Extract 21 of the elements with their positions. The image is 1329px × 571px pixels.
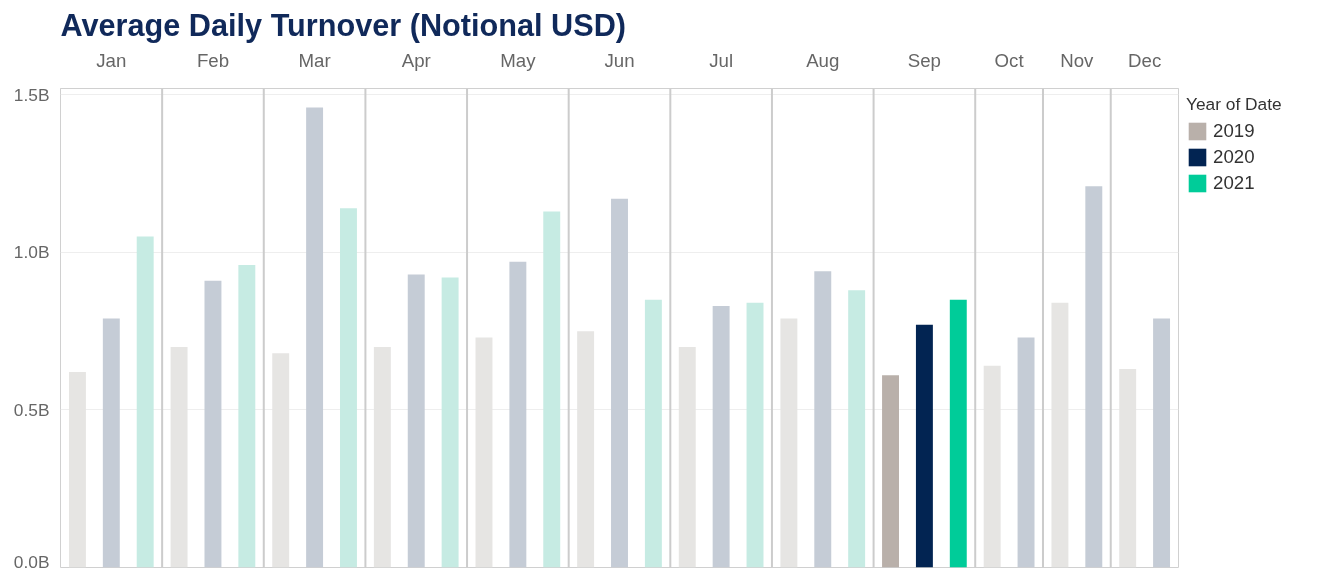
x-tick-label: Oct bbox=[994, 49, 1025, 71]
x-tick-label: Feb bbox=[196, 49, 230, 71]
x-tick-label: Nov bbox=[1060, 49, 1095, 71]
legend-title: Year of Date bbox=[1186, 94, 1282, 115]
legend-label: 2019 bbox=[1213, 120, 1255, 142]
x-tick-label: May bbox=[500, 49, 537, 71]
legend-label: 2021 bbox=[1213, 172, 1255, 194]
legend-label: 2020 bbox=[1213, 146, 1255, 168]
x-tick-label: Jul bbox=[709, 49, 734, 71]
y-tick-label: 0.0B bbox=[13, 551, 50, 571]
x-tick-label: Aug bbox=[806, 49, 840, 71]
x-tick-label: Jan bbox=[96, 49, 127, 71]
x-tick-label: Mar bbox=[298, 49, 331, 71]
x-tick-label: Apr bbox=[401, 49, 431, 71]
y-tick-label: 0.5B bbox=[13, 399, 50, 420]
chart-title: Average Daily Turnover (Notional USD) bbox=[60, 7, 627, 43]
x-tick-label: Jun bbox=[604, 49, 635, 71]
x-tick-label: Sep bbox=[907, 49, 942, 71]
y-tick-label: 1.5B bbox=[13, 84, 50, 105]
x-tick-label: Dec bbox=[1128, 49, 1162, 71]
y-tick-label: 1.0B bbox=[13, 242, 50, 263]
